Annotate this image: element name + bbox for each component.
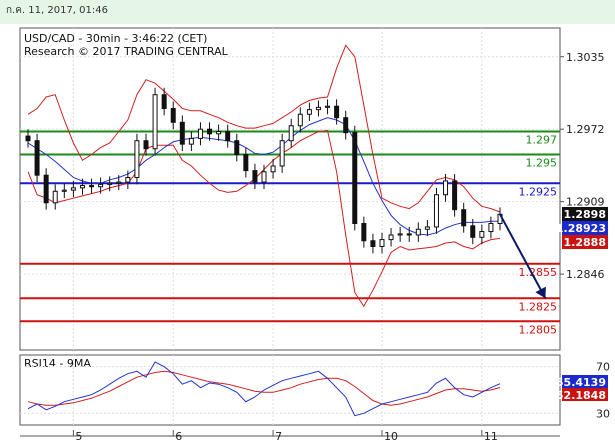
candle-body (252, 170, 258, 183)
candle-body (79, 185, 85, 189)
candle-body (152, 94, 158, 150)
rsi-value-label: 52.1848 (556, 389, 606, 402)
x-tick-label: 5 (75, 430, 82, 443)
candle-body (188, 137, 194, 145)
level-label: 1.2825 (519, 300, 558, 313)
candle-body (25, 135, 31, 142)
candle-body (397, 233, 403, 236)
level-label: 1.2925 (519, 185, 558, 198)
rsi-value-label: 55.4139 (556, 376, 606, 389)
candle-body (170, 108, 176, 123)
candle-body (216, 131, 222, 135)
projection-arrow-head (535, 286, 546, 299)
price-box-label: 1.2898 (564, 208, 606, 221)
candle-body (424, 226, 430, 230)
rsi-line (27, 361, 501, 417)
candle-body (361, 223, 367, 242)
level-label: 1.297 (526, 134, 558, 147)
candle-body (61, 189, 67, 192)
moving-average-line (27, 117, 500, 236)
level-label: 1.2805 (519, 323, 558, 336)
chart-date: ก.ค. 11, 2017, 01:46 (6, 5, 108, 16)
candle-body (197, 128, 203, 139)
y-tick-label: 1.2972 (566, 123, 605, 136)
candle-body (134, 140, 140, 178)
candle-body (125, 177, 131, 183)
candle-body (52, 190, 58, 204)
rsi-label: RSI14 - 9MA (24, 357, 91, 370)
candle-body (179, 121, 185, 145)
candle-body (34, 140, 40, 176)
rsi-frame (19, 354, 561, 426)
price-box-label: 1.28923 (556, 222, 606, 235)
chart-title: USD/CAD - 30min - 3:46:22 (CET) (24, 32, 207, 45)
candle-body (470, 225, 476, 238)
price-frame (19, 27, 561, 351)
price-panel: 1.3035 1.2972 1.2909 1.2846 USD/CAD - 30min … (19, 27, 605, 351)
candle-body (315, 106, 321, 111)
candle-body (443, 180, 449, 196)
candle-body (261, 171, 267, 183)
price-box (562, 207, 608, 221)
candle-body (352, 132, 358, 224)
projection-arrow-line (499, 213, 547, 299)
level-label: 1.2855 (519, 266, 558, 279)
candle-body (406, 233, 412, 236)
price-box-label: 1.2888 (564, 236, 606, 249)
price-box (562, 235, 608, 249)
rsi-tick-label: 70 (596, 361, 610, 374)
candle-body (325, 105, 331, 108)
level-label: 1.295 (526, 157, 558, 170)
candle-body (225, 131, 231, 142)
candle-body (379, 239, 385, 248)
candle-body (370, 240, 376, 247)
x-tick-label: 6 (175, 430, 182, 443)
chart-subtitle: Research © 2017 TRADING CENTRAL (24, 45, 229, 58)
candle-body (161, 94, 167, 109)
candle-body (107, 182, 113, 185)
candle-body (334, 105, 340, 119)
upper-band-line (27, 44, 501, 213)
rsi-value-box (562, 375, 608, 388)
rsi-tick-label: 30 (596, 407, 610, 420)
x-tick-label: 10 (384, 430, 398, 443)
candle-body (433, 194, 439, 228)
candle-body (234, 140, 240, 155)
candle-body (207, 128, 213, 135)
candle-body (143, 140, 149, 150)
price-box (562, 221, 608, 235)
candle-body (243, 154, 249, 172)
rsi-value-box (562, 388, 608, 401)
candle-body (488, 223, 494, 233)
candle-body (70, 187, 76, 191)
x-tick-label: 7 (275, 430, 282, 443)
y-tick-label: 1.3035 (566, 51, 605, 64)
candle-body (270, 165, 276, 173)
y-tick-label: 1.2909 (566, 196, 605, 209)
lower-band-line (27, 129, 501, 308)
title-bar: ก.ค. 11, 2017, 01:46 (0, 0, 615, 24)
candle-body (388, 234, 394, 241)
candle-body (343, 117, 349, 134)
candle-body (479, 231, 485, 238)
candle-body (452, 180, 458, 211)
x-tick-label: 11 (484, 430, 498, 443)
y-tick-label: 1.2846 (566, 268, 605, 281)
candle-body (415, 228, 421, 236)
candle-body (461, 209, 467, 227)
candle-body (288, 125, 294, 142)
candle-body (43, 174, 49, 204)
candle-body (306, 109, 312, 115)
candle-body (89, 185, 95, 188)
candle-body (279, 140, 285, 167)
candle-body (116, 181, 122, 184)
rsi-ma-line (27, 370, 501, 406)
candle-body (297, 113, 303, 127)
candle-body (98, 183, 104, 188)
